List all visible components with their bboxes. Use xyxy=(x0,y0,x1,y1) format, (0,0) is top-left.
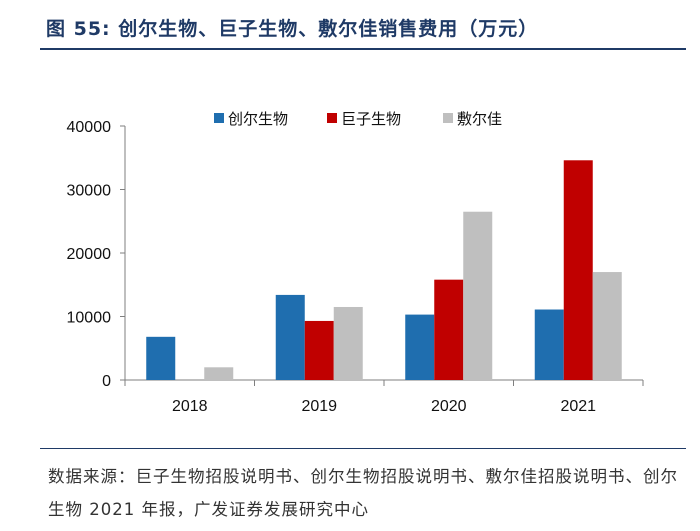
bar-2021-2 xyxy=(563,160,593,380)
legend-label-1: 创尔生物 xyxy=(228,110,288,128)
y-tick-label: 40000 xyxy=(67,119,112,136)
x-tick-label: 2021 xyxy=(560,398,596,415)
bar-2019-2 xyxy=(304,320,334,380)
legend-label-3: 敷尔佳 xyxy=(457,110,502,128)
legend-swatch-3 xyxy=(443,113,453,123)
bar-2019-3 xyxy=(333,306,363,380)
legend-swatch-1 xyxy=(214,113,224,123)
legend-swatch-2 xyxy=(327,113,337,123)
x-tick-label: 2019 xyxy=(301,398,337,415)
y-tick-label: 30000 xyxy=(67,183,112,200)
legend-label-2: 巨子生物 xyxy=(341,110,401,128)
bar-2020-3 xyxy=(463,211,493,380)
bar-2021-1 xyxy=(534,309,564,380)
bar-2021-3 xyxy=(592,272,622,380)
y-tick-label: 20000 xyxy=(67,246,112,263)
bar-2020-1 xyxy=(405,314,435,380)
source-divider xyxy=(40,448,686,449)
figure-title: 图 55: 创尔生物、巨子生物、敷尔佳销售费用（万元） xyxy=(46,18,539,40)
x-tick-label: 2018 xyxy=(172,398,208,415)
bar-2018-1 xyxy=(146,336,176,380)
bar-2018-3 xyxy=(204,367,234,380)
y-tick-label: 10000 xyxy=(67,310,112,327)
y-tick-label: 0 xyxy=(102,373,111,390)
title-divider xyxy=(40,48,686,50)
bar-chart: 0 10000 20000 30000 40000 2018 2019 2020 2021 创尔生… xyxy=(67,110,644,415)
bar-2019-1 xyxy=(275,294,305,380)
source-note: 数据来源：巨子生物招股说明书、创尔生物招股说明书、敷尔佳招股说明书、创尔生物 2… xyxy=(48,467,678,519)
x-tick-label: 2020 xyxy=(431,398,467,415)
bar-2020-2 xyxy=(434,279,464,380)
